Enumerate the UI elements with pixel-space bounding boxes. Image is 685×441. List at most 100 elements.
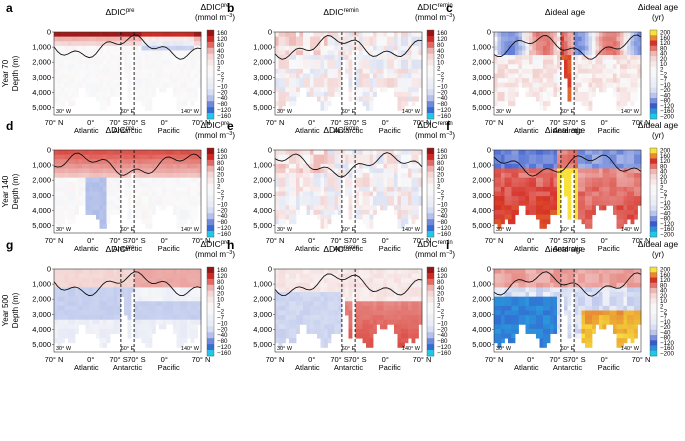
heatmap-cell <box>148 305 153 311</box>
colorbar-label: −80 <box>660 98 671 105</box>
heatmap-cell <box>504 186 509 192</box>
heatmap-cell <box>331 287 335 293</box>
heatmap-cell <box>190 186 195 192</box>
heatmap-cell <box>373 173 377 179</box>
heatmap-cell <box>362 96 367 102</box>
heatmap-cell <box>529 168 533 174</box>
heatmap-cell <box>338 273 342 279</box>
heatmap-cell <box>536 159 540 165</box>
heatmap-cell <box>169 196 174 202</box>
colorbar-label: 10 <box>217 297 224 304</box>
heatmap-cell <box>75 200 79 206</box>
colorbar-swatch <box>207 272 214 280</box>
heatmap-cell <box>348 282 353 288</box>
heatmap-cell <box>320 287 325 293</box>
heatmap-cell <box>68 205 72 211</box>
heatmap-cell <box>75 205 79 211</box>
heatmap-cell <box>292 68 297 74</box>
heatmap-cell <box>155 41 160 47</box>
heatmap-cell <box>317 64 321 70</box>
heatmap-cell <box>550 173 554 179</box>
heatmap-cell <box>539 191 544 197</box>
heatmap-cell <box>585 205 589 211</box>
heatmap-cell <box>317 191 321 197</box>
heatmap-cell <box>376 150 381 156</box>
heatmap-cell <box>373 64 377 70</box>
heatmap-cell <box>390 55 395 61</box>
heatmap-cell <box>529 196 533 202</box>
heatmap-cell <box>574 214 579 220</box>
colorbar-label: −7 <box>437 77 445 84</box>
heatmap-cell <box>299 173 304 179</box>
heatmap-cell <box>511 68 516 74</box>
heatmap-cell <box>292 154 297 160</box>
heatmap-cell <box>57 82 62 88</box>
heatmap-cell <box>380 150 384 156</box>
heatmap-cell <box>599 78 603 84</box>
heatmap-cell <box>627 182 631 188</box>
heatmap-cell <box>197 64 202 70</box>
heatmap-cell <box>394 59 398 65</box>
heatmap-cell <box>327 154 332 160</box>
heatmap-cell <box>197 173 202 179</box>
heatmap-cell <box>359 32 363 38</box>
heatmap-cell <box>609 177 614 183</box>
heatmap-cell <box>553 82 558 88</box>
heatmap-cell <box>522 32 526 38</box>
heatmap-cell <box>359 205 363 211</box>
heatmap-cell <box>57 328 62 334</box>
heatmap-cell <box>127 173 132 179</box>
heatmap-cell <box>187 296 191 302</box>
heatmap-cell <box>285 64 290 70</box>
heatmap-cell <box>141 219 146 225</box>
y-tick-label: 4,000 <box>32 325 51 334</box>
heatmap-cell <box>134 278 139 284</box>
heatmap-cell <box>190 191 195 197</box>
heatmap-cell <box>85 68 90 74</box>
heatmap-cell <box>71 310 76 316</box>
heatmap-cell <box>348 196 353 202</box>
heatmap-cell <box>606 182 610 188</box>
colorbar-swatch <box>207 95 214 102</box>
heatmap-cell <box>166 273 170 279</box>
heatmap-cell <box>282 205 286 211</box>
heatmap-cell <box>89 68 93 74</box>
heatmap-cell <box>183 177 188 183</box>
heatmap-cell <box>599 87 603 93</box>
heatmap-cell <box>71 182 76 188</box>
colorbar-label: 2 <box>217 184 221 191</box>
heatmap-cell <box>138 273 142 279</box>
heatmap-cell <box>99 219 104 225</box>
heatmap-cell <box>320 200 325 206</box>
heatmap-cell <box>180 278 184 284</box>
heatmap-cell <box>282 36 286 42</box>
heatmap-cell <box>588 163 593 169</box>
heatmap-cell <box>539 96 544 102</box>
heatmap-cell <box>634 209 638 215</box>
heatmap-cell <box>352 45 356 51</box>
heatmap-cell <box>383 186 388 192</box>
heatmap-cell <box>578 205 582 211</box>
heatmap-cell <box>341 173 346 179</box>
heatmap-cell <box>285 328 290 334</box>
heatmap-cell <box>550 209 554 215</box>
heatmap-cell <box>411 150 416 156</box>
heatmap-cell <box>113 150 118 156</box>
heatmap-cell <box>588 73 593 79</box>
heatmap-cell <box>331 324 335 330</box>
heatmap-cell <box>581 186 586 192</box>
heatmap-cell <box>310 287 314 293</box>
heatmap-cell <box>539 101 544 107</box>
heatmap-cell <box>54 191 58 197</box>
heatmap-cell <box>180 223 184 229</box>
panel-frame <box>493 149 642 234</box>
heatmap-cell <box>362 55 367 61</box>
heatmap-cell <box>159 32 163 38</box>
heatmap-cell <box>327 64 332 70</box>
heatmap-cell <box>278 205 283 211</box>
heatmap-cell <box>57 205 62 211</box>
heatmap-cell <box>110 310 114 316</box>
heatmap-cell <box>75 173 79 179</box>
heatmap-cell <box>634 154 638 160</box>
heatmap-cell <box>359 64 363 70</box>
